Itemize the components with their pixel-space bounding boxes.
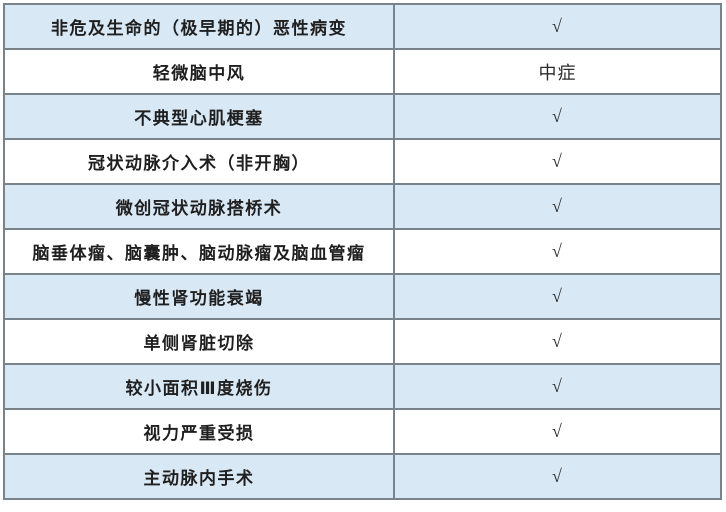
condition-cell: 视力严重受损 bbox=[3, 408, 395, 455]
coverage-mark-cell: √ bbox=[393, 3, 722, 50]
coverage-mark-cell: √ bbox=[393, 138, 722, 185]
table-row: 较小面积Ⅲ度烧伤 √ bbox=[3, 363, 722, 410]
benefits-table-container: 非危及生命的（极早期的）恶性病变 √ 轻微脑中风 中症 不典型心肌梗塞 √ 冠状动脉介入术（… bbox=[3, 3, 722, 500]
table-row: 主动脉内手术 √ bbox=[3, 453, 722, 500]
condition-cell: 不典型心肌梗塞 bbox=[3, 93, 395, 140]
condition-cell: 微创冠状动脉搭桥术 bbox=[3, 183, 395, 230]
benefits-table: 非危及生命的（极早期的）恶性病变 √ 轻微脑中风 中症 不典型心肌梗塞 √ 冠状动脉介入术（… bbox=[3, 3, 722, 500]
table-row: 微创冠状动脉搭桥术 √ bbox=[3, 183, 722, 230]
table-row: 非危及生命的（极早期的）恶性病变 √ bbox=[3, 3, 722, 50]
condition-cell: 单侧肾脏切除 bbox=[3, 318, 395, 365]
table-row: 轻微脑中风 中症 bbox=[3, 48, 722, 95]
coverage-mark-cell: √ bbox=[393, 183, 722, 230]
table-row: 冠状动脉介入术（非开胸） √ bbox=[3, 138, 722, 185]
coverage-mark-cell: 中症 bbox=[393, 48, 722, 95]
table-row: 视力严重受损 √ bbox=[3, 408, 722, 455]
coverage-mark-cell: √ bbox=[393, 453, 722, 500]
coverage-mark-cell: √ bbox=[393, 273, 722, 320]
coverage-mark-cell: √ bbox=[393, 408, 722, 455]
condition-cell: 脑垂体瘤、脑囊肿、脑动脉瘤及脑血管瘤 bbox=[3, 228, 395, 275]
coverage-mark-cell: √ bbox=[393, 318, 722, 365]
condition-cell: 慢性肾功能衰竭 bbox=[3, 273, 395, 320]
condition-cell: 冠状动脉介入术（非开胸） bbox=[3, 138, 395, 185]
coverage-mark-cell: √ bbox=[393, 93, 722, 140]
table-row: 单侧肾脏切除 √ bbox=[3, 318, 722, 365]
coverage-mark-cell: √ bbox=[393, 363, 722, 410]
condition-cell: 较小面积Ⅲ度烧伤 bbox=[3, 363, 395, 410]
condition-cell: 轻微脑中风 bbox=[3, 48, 395, 95]
coverage-mark-cell: √ bbox=[393, 228, 722, 275]
table-row: 脑垂体瘤、脑囊肿、脑动脉瘤及脑血管瘤 √ bbox=[3, 228, 722, 275]
condition-cell: 主动脉内手术 bbox=[3, 453, 395, 500]
condition-cell: 非危及生命的（极早期的）恶性病变 bbox=[3, 3, 395, 50]
table-row: 慢性肾功能衰竭 √ bbox=[3, 273, 722, 320]
table-row: 不典型心肌梗塞 √ bbox=[3, 93, 722, 140]
